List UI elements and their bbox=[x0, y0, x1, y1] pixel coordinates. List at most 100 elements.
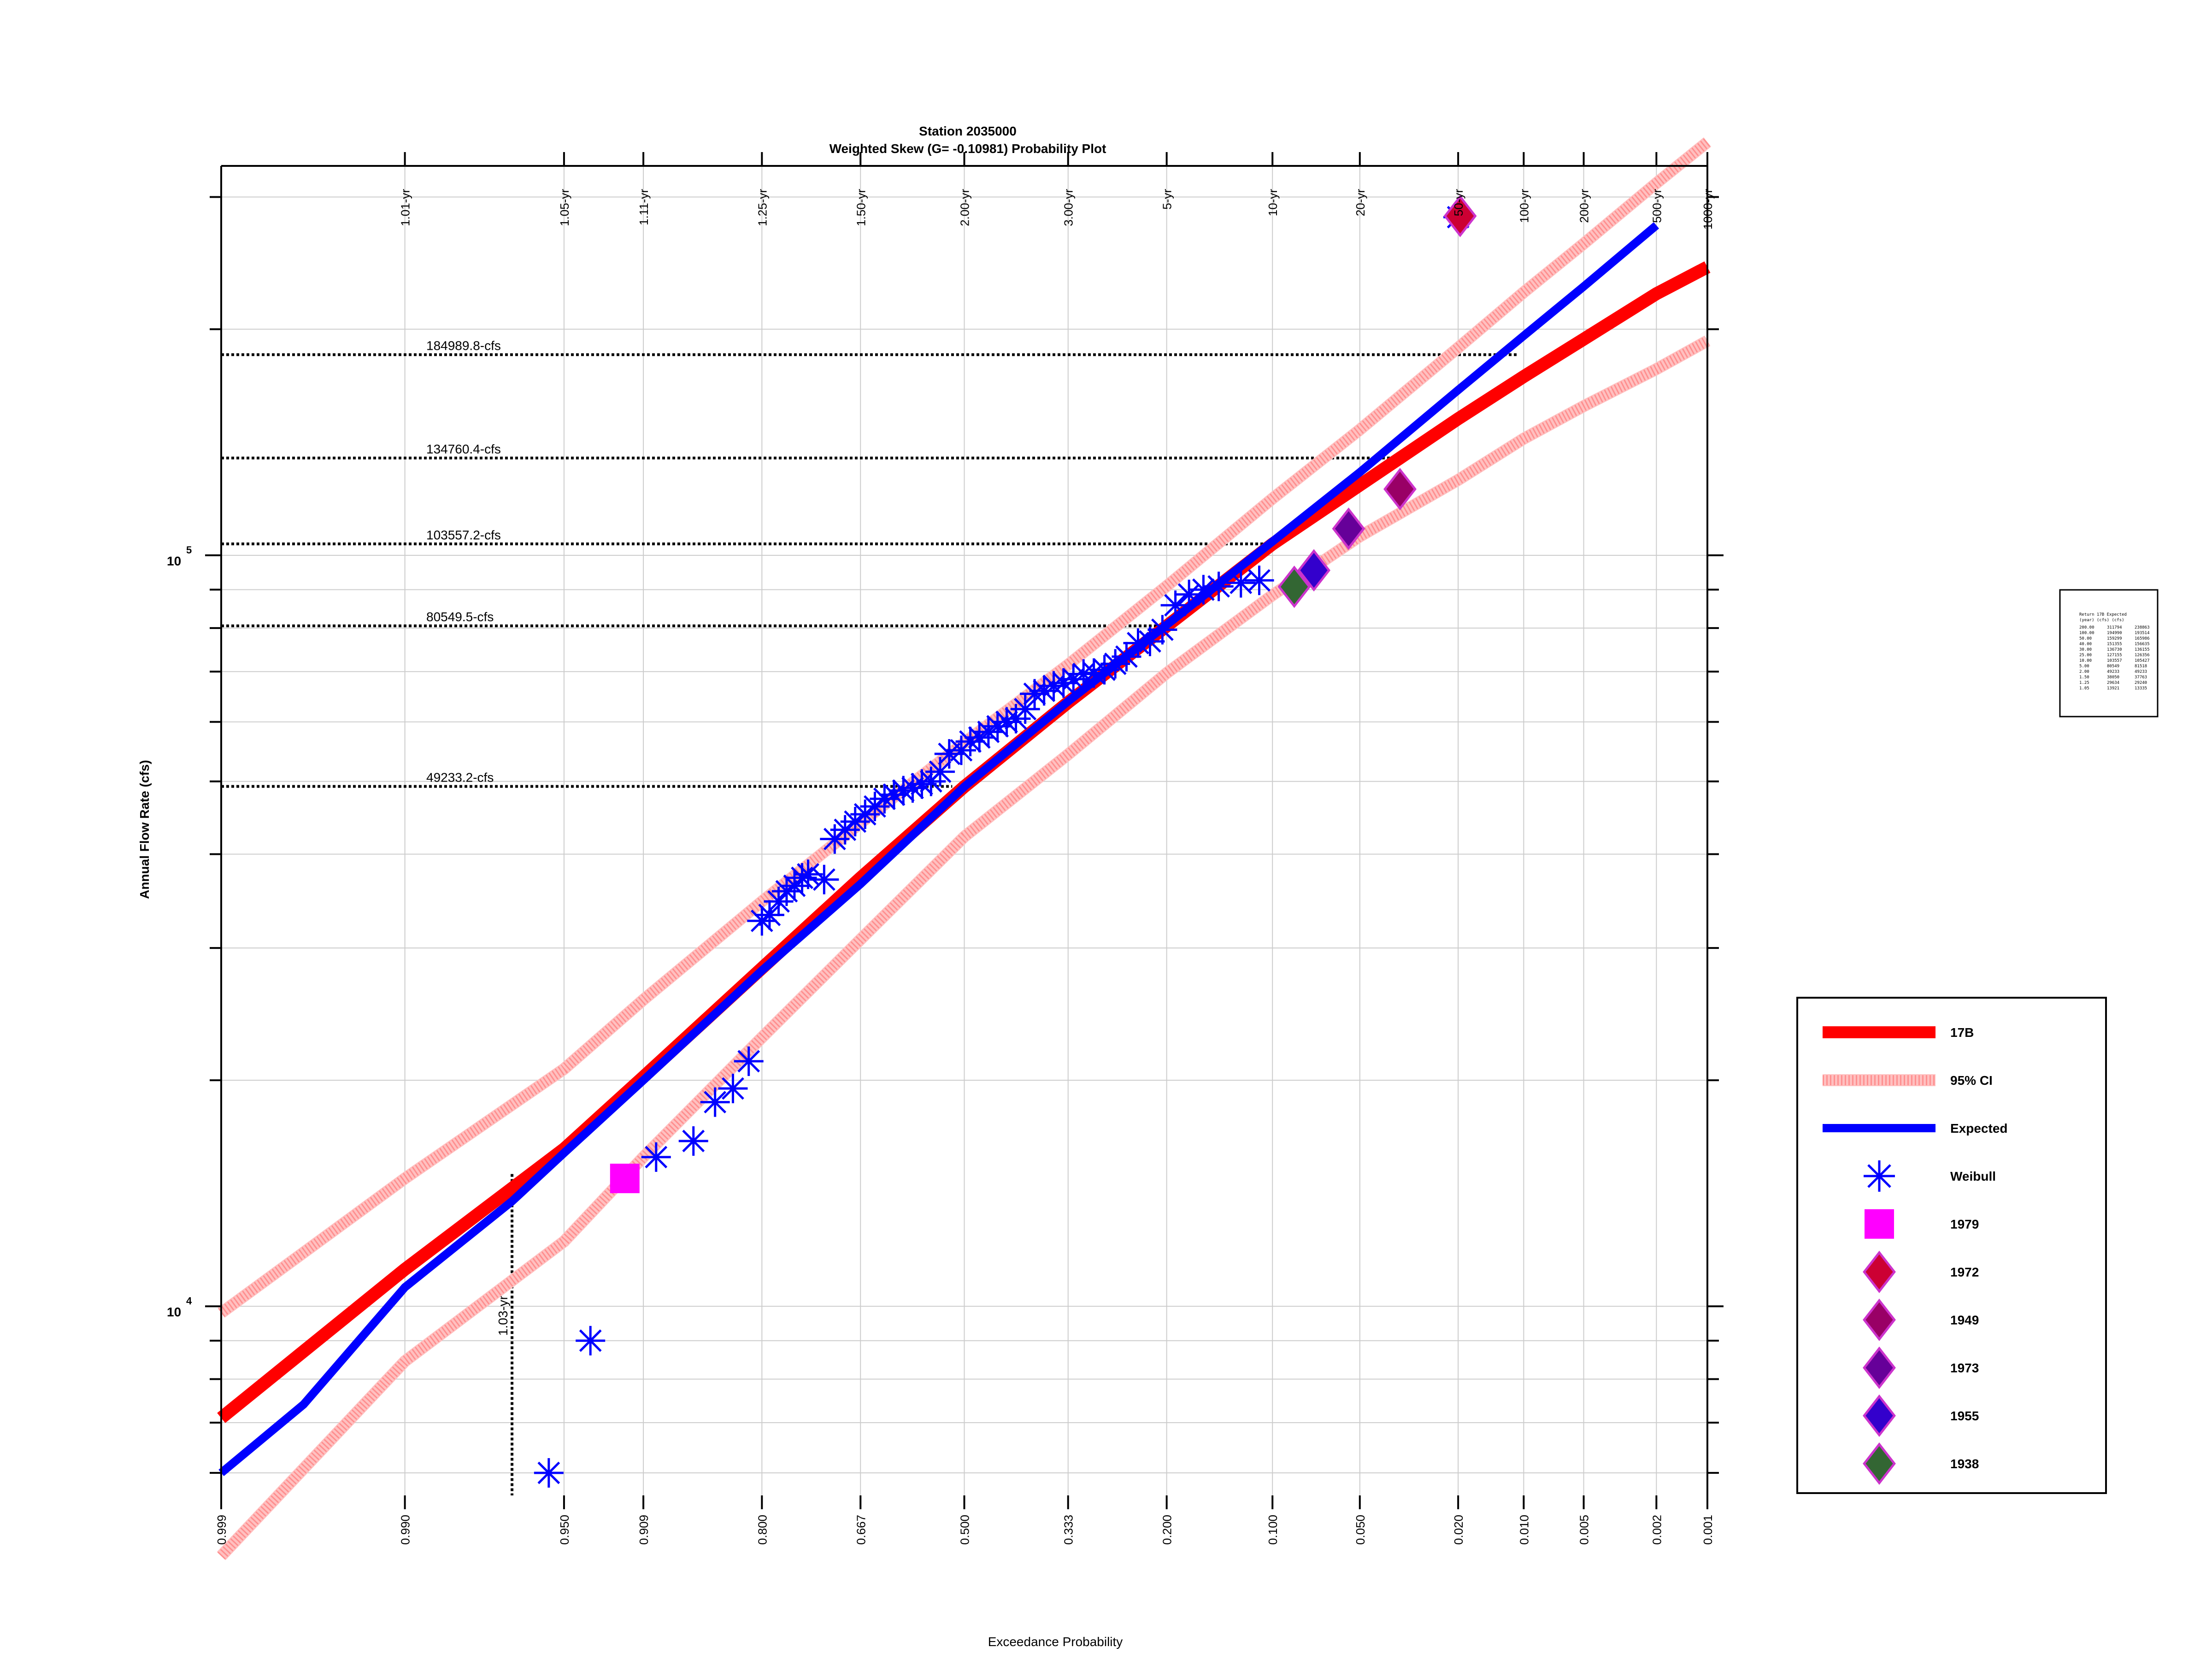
summary-cell: 81518 bbox=[2135, 664, 2147, 669]
summary-cell: 10.00 bbox=[2079, 659, 2092, 663]
weibull-point bbox=[1188, 575, 1218, 605]
summary-cell: 2.00 bbox=[2079, 670, 2089, 674]
legend-label: 17B bbox=[1950, 1025, 1974, 1040]
reference-line-label: 184989.8-cfs bbox=[426, 339, 501, 353]
bottom-tick-label: 0.667 bbox=[854, 1515, 868, 1545]
weibull-point bbox=[771, 876, 801, 906]
weibull-point bbox=[1135, 626, 1165, 656]
summary-table-frame bbox=[2059, 589, 2159, 718]
point-1973 bbox=[1332, 507, 1365, 550]
vertical-reference-label: 1.03-yr bbox=[496, 1295, 510, 1335]
weibull-point bbox=[1048, 668, 1078, 698]
bottom-tick-label: 0.005 bbox=[1577, 1515, 1591, 1545]
weibull-point bbox=[700, 1087, 730, 1117]
weibull-point bbox=[1112, 641, 1141, 671]
chart-subtitle: Weighted Skew (G= -0.10981) Probability … bbox=[830, 141, 1106, 156]
weibull-point bbox=[641, 1142, 671, 1172]
summary-header: (year) (cfs) (cfs) bbox=[2079, 618, 2124, 623]
summary-cell: 311794 bbox=[2107, 625, 2122, 630]
weibull-point bbox=[1010, 694, 1040, 724]
legend-item: 1949 bbox=[1863, 1298, 1979, 1341]
summary-cell: 193514 bbox=[2135, 631, 2150, 635]
summary-cell: 1.25 bbox=[2079, 681, 2089, 685]
summary-cell: 165986 bbox=[2135, 636, 2150, 641]
bottom-tick-label: 0.990 bbox=[399, 1515, 412, 1545]
weibull-point bbox=[734, 1046, 764, 1076]
top-tick-label: 1000-yr bbox=[1701, 189, 1715, 229]
point-1972 bbox=[1443, 194, 1477, 237]
legend-label: 1949 bbox=[1950, 1313, 1979, 1327]
weibull-point bbox=[576, 1326, 606, 1356]
weibull-point bbox=[1244, 565, 1274, 595]
bottom-tick-label: 0.050 bbox=[1353, 1515, 1367, 1545]
legend-item: Expected bbox=[1823, 1121, 2008, 1135]
summary-cell: 194990 bbox=[2107, 631, 2122, 635]
weibull-point bbox=[1226, 568, 1256, 598]
top-tick-label: 20-yr bbox=[1353, 189, 1367, 217]
bottom-tick-label: 0.002 bbox=[1650, 1515, 1664, 1545]
weibull-point bbox=[718, 1073, 748, 1103]
legend: 17B 95% CI Expected Weibull 1979 1972 1949 1973… bbox=[1796, 997, 2107, 1494]
summary-header: Return 17B Expected bbox=[2079, 612, 2127, 617]
summary-cell: 30.00 bbox=[2079, 647, 2092, 652]
reference-line-label: 80549.5-cfs bbox=[426, 610, 494, 624]
weibull-point bbox=[793, 859, 823, 889]
legend-label: 1979 bbox=[1950, 1217, 1979, 1231]
bottom-tick-label: 0.333 bbox=[1062, 1515, 1076, 1545]
summary-cell: 49233 bbox=[2135, 670, 2147, 674]
summary-cell: 126356 bbox=[2135, 653, 2150, 658]
summary-cell: 103557 bbox=[2107, 659, 2122, 663]
summary-cell: 5.00 bbox=[2079, 664, 2089, 669]
summary-cell: 100.00 bbox=[2079, 631, 2094, 635]
y-tick-exponent: 4 bbox=[186, 1295, 192, 1307]
data-points bbox=[534, 194, 1477, 1488]
summary-cell: 25.00 bbox=[2079, 653, 2092, 658]
weibull-point bbox=[830, 815, 860, 845]
legend-label: 95% CI bbox=[1950, 1073, 1993, 1088]
top-tick-label: 2.00-yr bbox=[958, 189, 972, 226]
summary-cell: 49233 bbox=[2107, 670, 2119, 674]
top-tick-label: 3.00-yr bbox=[1062, 189, 1076, 226]
reference-line-label: 49233.2-cfs bbox=[426, 771, 494, 785]
legend-item: 1979 bbox=[1865, 1209, 1979, 1239]
legend-label: 1938 bbox=[1950, 1457, 1979, 1471]
legend-symbol-diamond bbox=[1863, 1346, 1896, 1389]
weibull-point bbox=[1204, 571, 1234, 601]
summary-cell: 40.00 bbox=[2079, 642, 2092, 647]
legend-item: 1938 bbox=[1863, 1442, 1979, 1485]
summary-cell: 200.00 bbox=[2079, 625, 2094, 630]
point-1979 bbox=[610, 1164, 640, 1194]
top-tick-label: 1.25-yr bbox=[755, 189, 769, 226]
top-tick-label: 200-yr bbox=[1577, 189, 1591, 223]
summary-cell: 37763 bbox=[2135, 675, 2147, 680]
summary-cell: 38050 bbox=[2107, 675, 2119, 680]
y-axis-label: Annual Flow Rate (cfs) bbox=[137, 760, 152, 899]
legend-symbol-weibull bbox=[1864, 1160, 1895, 1192]
bottom-tick-label: 0.001 bbox=[1701, 1515, 1715, 1545]
legend-symbol-1979 bbox=[1865, 1209, 1894, 1239]
legend-label: Expected bbox=[1950, 1121, 2008, 1135]
weibull-point bbox=[678, 1126, 708, 1156]
bottom-tick-label: 0.909 bbox=[637, 1515, 651, 1545]
top-tick-label: 5-yr bbox=[1160, 189, 1174, 210]
top-tick-label: 10-yr bbox=[1266, 189, 1280, 217]
legend-symbol-diamond bbox=[1863, 1298, 1896, 1341]
legend-item: 1955 bbox=[1863, 1394, 1979, 1437]
summary-cell: 136155 bbox=[2135, 647, 2150, 652]
legend-label: 1972 bbox=[1950, 1265, 1979, 1279]
legend-item: Weibull bbox=[1864, 1160, 1996, 1192]
summary-cell: 13921 bbox=[2107, 686, 2119, 691]
ci-band-line bbox=[218, 137, 1712, 1318]
top-tick-label: 1.11-yr bbox=[637, 189, 651, 225]
series-expected-line bbox=[218, 222, 1659, 1477]
legend-symbol-diamond bbox=[1863, 1250, 1896, 1294]
top-tick-label: 1.01-yr bbox=[399, 189, 412, 226]
legend-symbol-diamond bbox=[1863, 1394, 1896, 1437]
weibull-point bbox=[1160, 590, 1190, 620]
summary-cell: 127155 bbox=[2107, 653, 2122, 658]
weibull-point bbox=[534, 1458, 564, 1488]
chart-title: Station 2035000 bbox=[919, 124, 1017, 138]
bottom-tick-label: 0.010 bbox=[1517, 1515, 1531, 1545]
